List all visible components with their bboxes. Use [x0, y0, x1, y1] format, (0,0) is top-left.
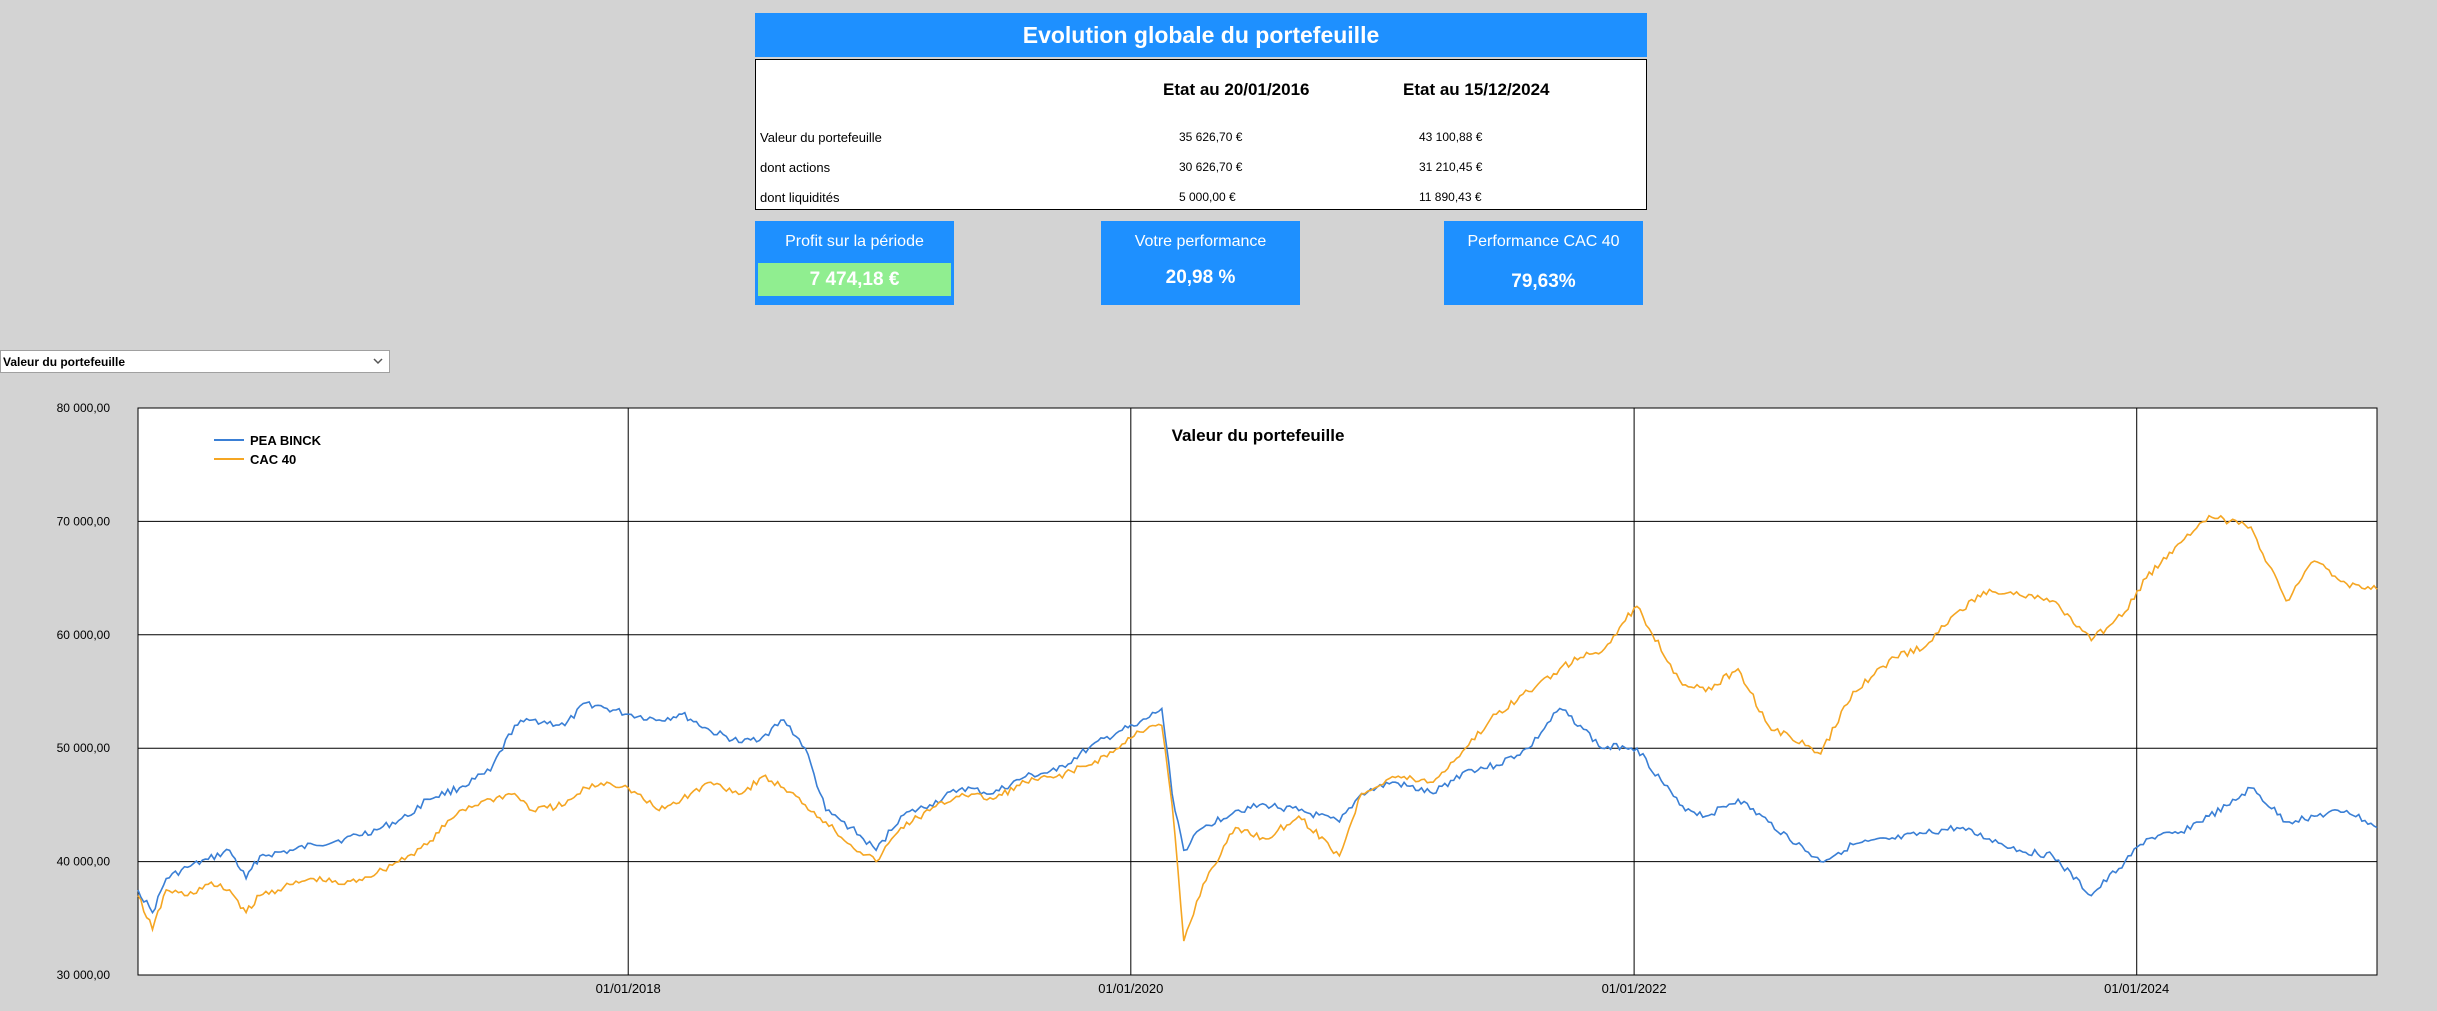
cell-cash-end: 11 890,43 €: [1419, 190, 1482, 204]
x-tick-label: 01/01/2020: [1098, 981, 1163, 996]
column-header-end: Etat au 15/12/2024: [1403, 80, 1550, 99]
cell-cash-start: 5 000,00 €: [1179, 190, 1236, 204]
y-tick-label: 80 000,00: [57, 401, 111, 415]
chart-title: Valeur du portefeuille: [1172, 426, 1345, 445]
chevron-down-icon[interactable]: [371, 353, 385, 369]
kpi-performance-title: Votre performance: [1134, 233, 1267, 250]
y-tick-label: 30 000,00: [57, 968, 111, 982]
y-tick-label: 50 000,00: [57, 741, 111, 755]
kpi-performance-value: 20,98 %: [1165, 267, 1236, 288]
y-tick-label: 70 000,00: [57, 514, 111, 528]
series-select-dropdown[interactable]: Valeur du portefeuille: [0, 350, 390, 373]
series-line-0: [137, 700, 2378, 915]
x-tick-label: 01/01/2018: [596, 981, 661, 996]
portfolio-value-chart: 30 000,00 40 000,00 50 000,00 60 000,00 70 0…: [57, 401, 2378, 996]
y-tick-label: 40 000,00: [57, 855, 111, 869]
page-title: Evolution globale du portefeuille: [755, 13, 1647, 57]
kpi-cac40: Performance CAC 40 79,63%: [1444, 221, 1643, 305]
x-tick-label: 01/01/2024: [2104, 981, 2169, 996]
kpi-performance: Votre performance 20,98 %: [1101, 221, 1300, 305]
legend-label: PEA BINCK: [250, 433, 322, 448]
row-label-portfolio-value: Valeur du portefeuille: [760, 130, 882, 145]
cell-portfolio-value-start: 35 626,70 €: [1179, 130, 1243, 144]
x-tick-label: 01/01/2022: [1602, 981, 1667, 996]
series-line-1: [137, 514, 2378, 942]
kpi-profit: Profit sur la période 7 474,18 €: [755, 221, 954, 305]
summary-table: Etat au 20/01/2016 Etat au 15/12/2024 Va…: [755, 59, 1647, 210]
column-header-start: Etat au 20/01/2016: [1163, 80, 1310, 99]
kpi-profit-value: 7 474,18 €: [758, 263, 951, 296]
legend-label: CAC 40: [250, 452, 296, 467]
dropdown-selected-value: Valeur du portefeuille: [3, 355, 126, 369]
kpi-profit-title: Profit sur la période: [785, 233, 924, 250]
cell-portfolio-value-end: 43 100,88 €: [1419, 130, 1483, 144]
plot-area: [137, 407, 2378, 976]
kpi-cac40-value: 79,63%: [1511, 271, 1576, 292]
cell-equities-end: 31 210,45 €: [1419, 160, 1483, 174]
kpi-cac40-title: Performance CAC 40: [1467, 233, 1620, 250]
y-tick-label: 60 000,00: [57, 628, 111, 642]
cell-equities-start: 30 626,70 €: [1179, 160, 1243, 174]
row-label-equities: dont actions: [760, 160, 831, 175]
row-label-cash: dont liquidités: [760, 190, 840, 205]
